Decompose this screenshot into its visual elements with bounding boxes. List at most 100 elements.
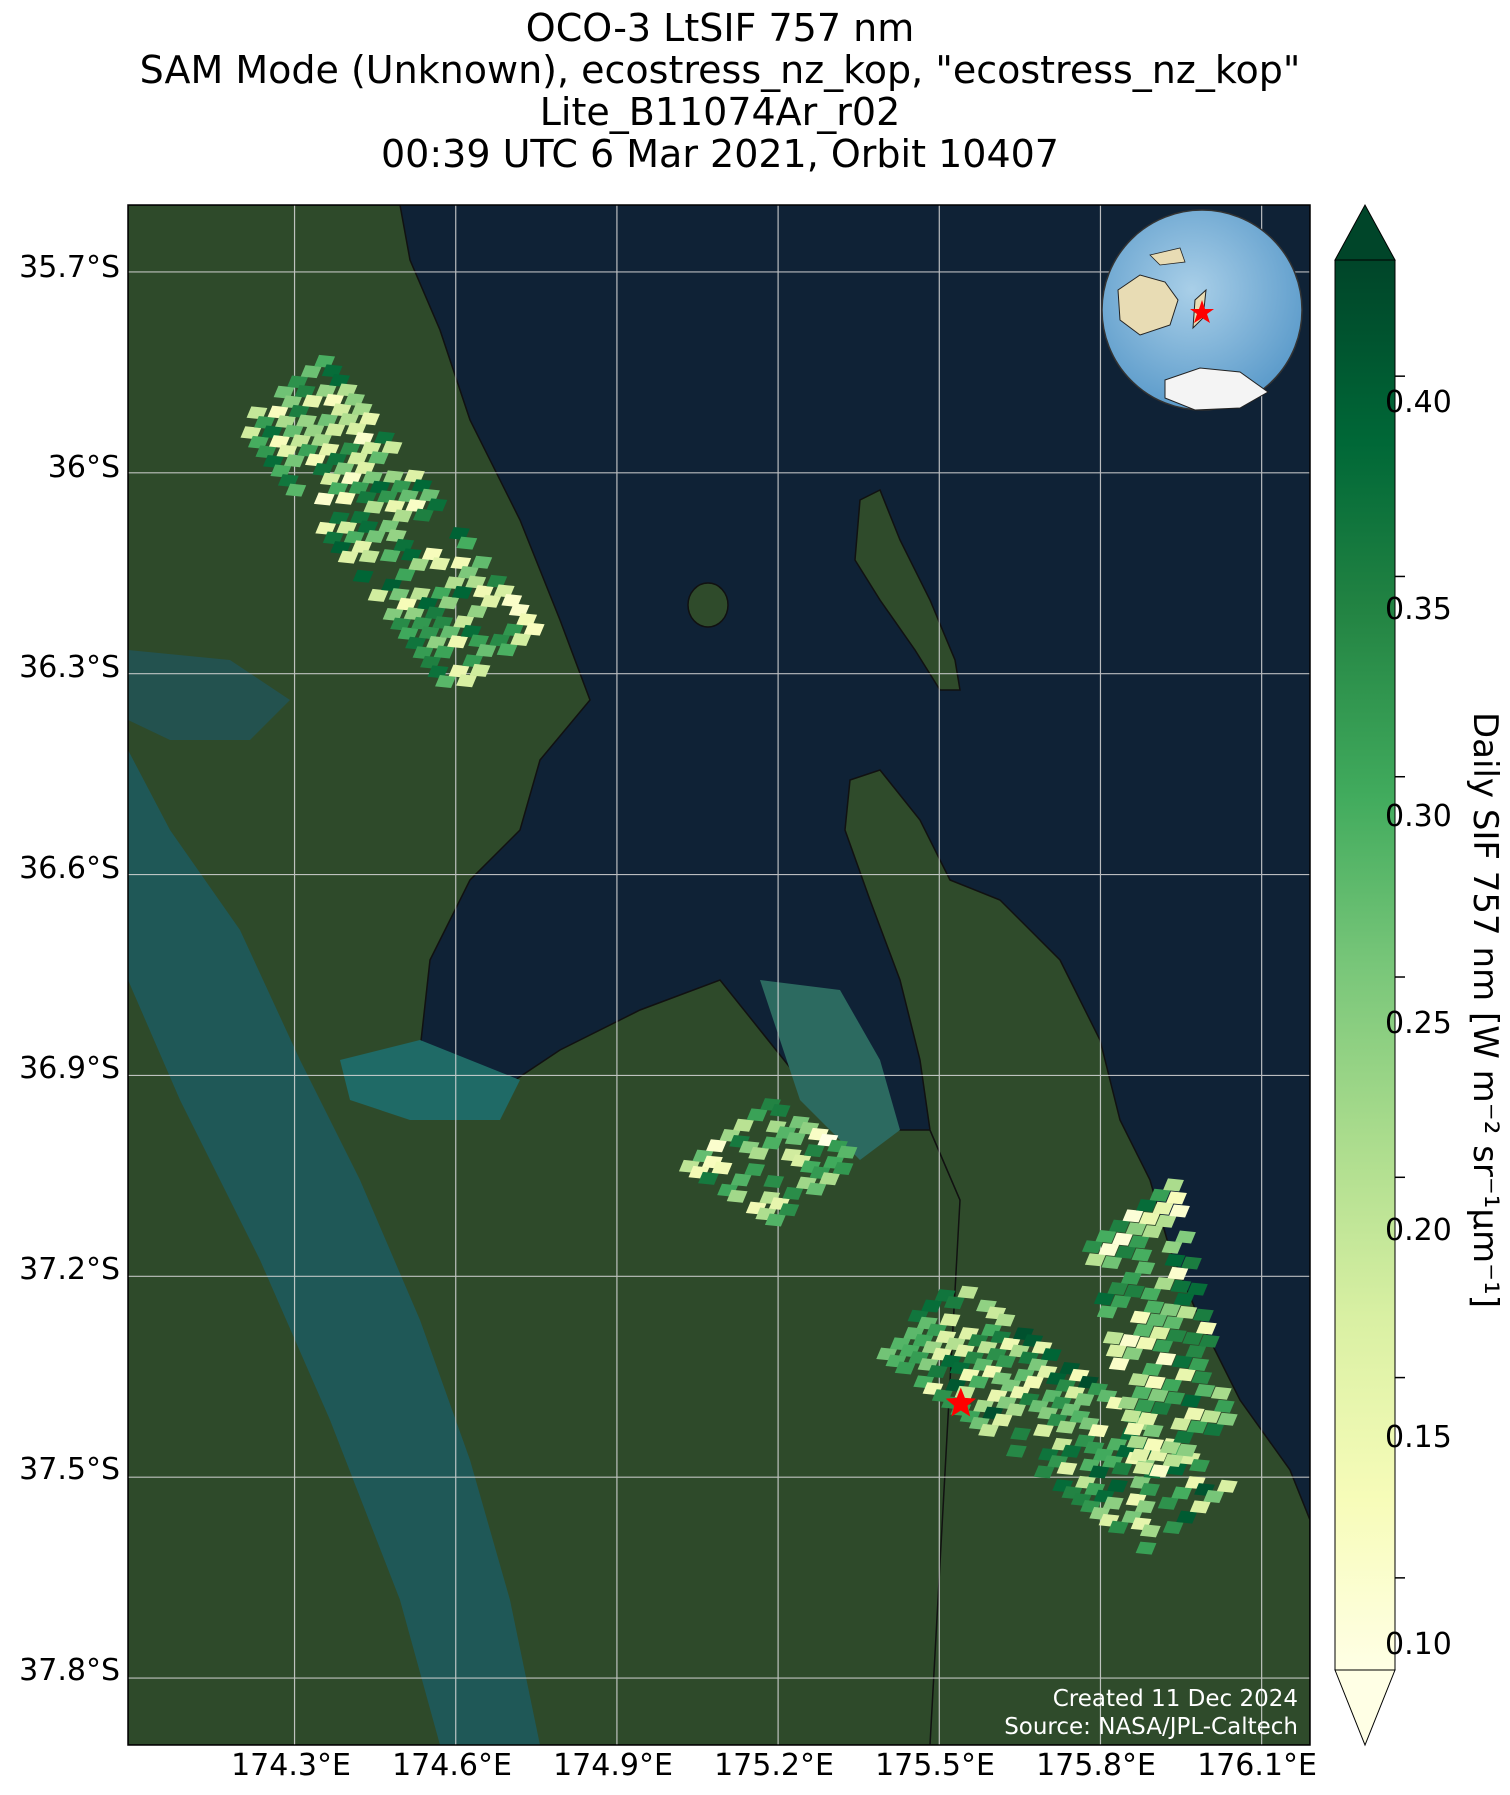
sif-sounding[interactable] <box>240 426 262 440</box>
sif-sounding[interactable] <box>1129 1310 1151 1324</box>
sif-sounding[interactable] <box>462 654 483 668</box>
sif-sounding[interactable] <box>1111 1462 1133 1476</box>
sif-sounding[interactable] <box>283 454 305 468</box>
sif-sounding[interactable] <box>489 633 511 647</box>
sif-sounding[interactable] <box>1110 1295 1132 1309</box>
sif-sounding[interactable] <box>438 596 460 610</box>
sif-sounding[interactable] <box>409 587 431 601</box>
sif-sounding[interactable] <box>385 529 407 543</box>
sif-sounding[interactable] <box>744 1163 766 1177</box>
sif-sounding[interactable] <box>343 530 365 544</box>
sif-sounding[interactable] <box>1161 1240 1183 1254</box>
sif-sounding[interactable] <box>480 594 502 608</box>
sif-sounding[interactable] <box>277 474 299 488</box>
sif-sounding[interactable] <box>1216 1479 1238 1493</box>
sif-sounding[interactable] <box>349 510 371 524</box>
sif-sounding[interactable] <box>523 622 545 636</box>
sif-sounding[interactable] <box>1073 1393 1095 1407</box>
sif-sounding[interactable] <box>1088 1465 1110 1479</box>
sif-sounding[interactable] <box>360 441 382 455</box>
sif-sounding[interactable] <box>285 483 307 497</box>
sif-sounding[interactable] <box>1132 1461 1154 1475</box>
sif-sounding[interactable] <box>275 415 296 429</box>
sif-sounding[interactable] <box>1216 1412 1238 1426</box>
sif-sounding[interactable] <box>374 431 395 445</box>
sif-sounding[interactable] <box>351 402 373 416</box>
sif-sounding[interactable] <box>995 1354 1017 1368</box>
sif-sounding[interactable] <box>926 1365 948 1379</box>
sif-sounding[interactable] <box>302 394 323 408</box>
sif-sounding[interactable] <box>426 635 447 649</box>
sif-sounding[interactable] <box>1173 1430 1195 1444</box>
sif-sounding[interactable] <box>784 1132 806 1146</box>
sif-sounding[interactable] <box>957 1285 979 1299</box>
sif-sounding[interactable] <box>510 632 532 646</box>
sif-sounding[interactable] <box>1180 1394 1202 1408</box>
sif-sounding[interactable] <box>391 509 413 523</box>
sif-sounding[interactable] <box>312 463 334 477</box>
sif-sounding[interactable] <box>381 578 403 592</box>
sif-sounding[interactable] <box>1155 1352 1177 1366</box>
sif-sounding[interactable] <box>1141 1362 1163 1376</box>
sif-sounding[interactable] <box>1136 1199 1157 1213</box>
sif-sounding[interactable] <box>493 584 515 598</box>
sif-sounding[interactable] <box>408 557 430 571</box>
sif-sounding[interactable] <box>255 445 277 459</box>
sif-sounding[interactable] <box>394 568 416 582</box>
sif-sounding[interactable] <box>397 489 419 503</box>
sif-sounding[interactable] <box>1122 1347 1144 1361</box>
sif-sounding[interactable] <box>287 375 308 389</box>
sif-sounding[interactable] <box>1189 1458 1210 1472</box>
sif-sounding[interactable] <box>1170 1279 1192 1293</box>
sif-sounding[interactable] <box>1125 1222 1147 1236</box>
sif-sounding[interactable] <box>1140 1287 1162 1301</box>
sif-sounding[interactable] <box>359 412 380 426</box>
sif-sounding[interactable] <box>381 440 403 454</box>
sif-sounding[interactable] <box>390 617 411 631</box>
sif-sounding[interactable] <box>290 434 311 448</box>
sif-sounding[interactable] <box>1040 1348 1062 1362</box>
sif-sounding[interactable] <box>1147 1388 1169 1402</box>
sif-sounding[interactable] <box>698 1171 719 1185</box>
sif-sounding[interactable] <box>466 605 488 619</box>
sif-sounding[interactable] <box>364 530 386 544</box>
sif-sounding[interactable] <box>1128 1235 1150 1249</box>
sif-sounding[interactable] <box>383 470 404 484</box>
sif-sounding[interactable] <box>1142 1225 1163 1239</box>
sif-sounding[interactable] <box>1010 1427 1032 1441</box>
sif-sounding[interactable] <box>317 413 338 427</box>
sif-sounding[interactable] <box>1095 1229 1117 1243</box>
sif-sounding[interactable] <box>369 480 391 494</box>
sif-sounding[interactable] <box>453 615 475 629</box>
sif-sounding[interactable] <box>379 549 401 563</box>
sif-sounding[interactable] <box>1119 1334 1141 1348</box>
sif-sounding[interactable] <box>390 479 412 493</box>
sif-sounding[interactable] <box>367 588 389 602</box>
sif-sounding[interactable] <box>468 634 490 648</box>
sif-sounding[interactable] <box>334 491 356 505</box>
sif-sounding[interactable] <box>304 453 326 467</box>
sif-sounding[interactable] <box>1129 1448 1151 1462</box>
sif-sounding[interactable] <box>733 1118 754 1132</box>
sif-sounding[interactable] <box>354 461 376 475</box>
sif-sounding[interactable] <box>1176 1305 1198 1319</box>
sif-sounding[interactable] <box>1174 1368 1196 1382</box>
sif-sounding[interactable] <box>1023 1375 1044 1389</box>
sif-sounding[interactable] <box>1176 1510 1198 1524</box>
sif-sounding[interactable] <box>469 663 491 677</box>
sif-sounding[interactable] <box>352 569 374 583</box>
sif-sounding[interactable] <box>344 393 365 407</box>
sif-sounding[interactable] <box>1143 1300 1165 1314</box>
sif-sounding[interactable] <box>1213 1399 1235 1413</box>
sif-sounding[interactable] <box>1159 1303 1181 1317</box>
sif-sounding[interactable] <box>326 452 347 466</box>
sif-sounding[interactable] <box>296 414 317 428</box>
sif-sounding[interactable] <box>726 1189 748 1203</box>
sif-sounding[interactable] <box>994 1313 1016 1327</box>
sif-sounding[interactable] <box>1200 1410 1222 1424</box>
sif-sounding[interactable] <box>1155 1214 1177 1228</box>
sif-sounding[interactable] <box>333 462 355 476</box>
sif-sounding[interactable] <box>1210 1386 1232 1400</box>
sif-sounding[interactable] <box>1149 1188 1171 1202</box>
sif-sounding[interactable] <box>1139 1524 1161 1538</box>
